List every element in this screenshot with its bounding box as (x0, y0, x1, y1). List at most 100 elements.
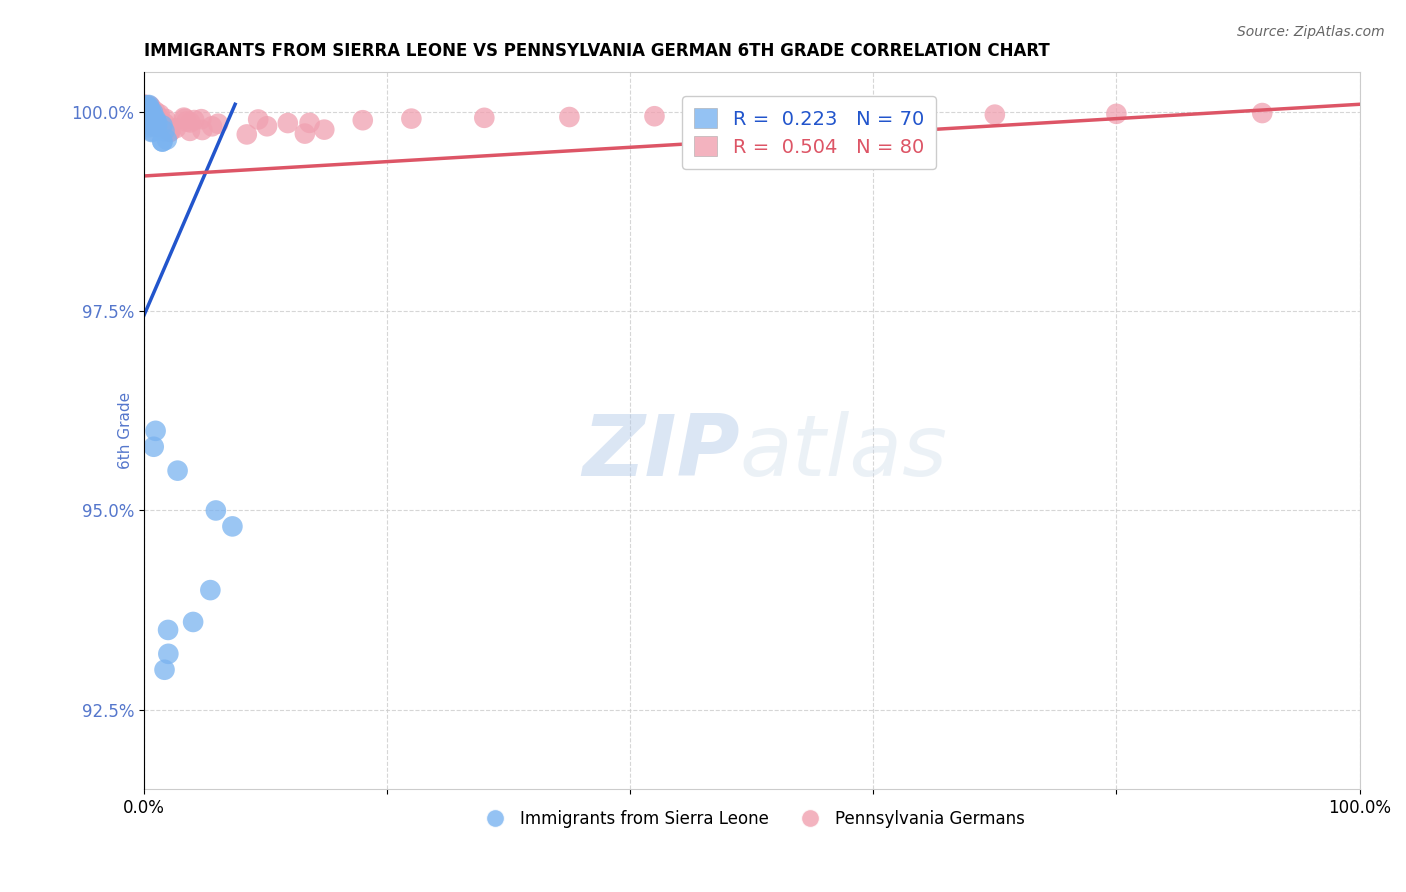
Point (153, 116, 176, 130)
Point (183, 113, 205, 128)
Point (138, 98, 160, 112)
Point (143, 104, 166, 119)
Point (145, 112, 167, 126)
Point (139, 112, 162, 126)
Point (145, 114, 167, 128)
Point (166, 464, 188, 478)
Point (138, 106, 160, 120)
Point (134, 98, 156, 112)
Point (139, 105, 162, 120)
Point (150, 135, 173, 149)
Text: Source: ZipAtlas.com: Source: ZipAtlas.com (1237, 25, 1385, 39)
Point (472, 111, 495, 125)
Point (139, 112, 162, 127)
Point (159, 122, 181, 136)
Point (135, 105, 157, 120)
Point (142, 119, 165, 133)
Point (207, 117, 229, 131)
Point (134, 98, 156, 112)
Point (256, 120, 278, 134)
Point (146, 120, 169, 134)
Text: ZIP: ZIP (582, 411, 740, 494)
Point (141, 124, 163, 138)
Point (139, 100, 162, 114)
Point (298, 116, 321, 130)
Point (155, 112, 177, 126)
Point (146, 120, 169, 134)
Point (138, 120, 160, 135)
Point (138, 117, 160, 131)
Point (136, 114, 159, 128)
Point (236, 128, 259, 142)
Point (153, 124, 176, 138)
Point (150, 119, 173, 133)
Point (138, 105, 160, 120)
Point (176, 114, 198, 128)
Point (135, 115, 157, 129)
Point (149, 116, 172, 130)
Point (136, 103, 159, 117)
Point (143, 113, 166, 128)
Point (142, 118, 165, 132)
Point (984, 108, 1007, 122)
Point (148, 117, 170, 131)
Point (139, 112, 162, 127)
Point (146, 115, 169, 129)
Point (142, 112, 165, 127)
Point (135, 108, 157, 122)
Point (157, 647, 180, 661)
Point (181, 615, 204, 629)
Point (146, 118, 169, 132)
Point (134, 98, 156, 112)
Point (141, 112, 163, 126)
Point (136, 98, 159, 112)
Text: atlas: atlas (740, 411, 948, 494)
Point (141, 125, 163, 139)
Point (139, 109, 162, 123)
Point (136, 111, 159, 125)
Point (149, 107, 172, 121)
Point (352, 113, 374, 128)
Point (179, 124, 201, 138)
Point (135, 108, 157, 122)
Point (136, 115, 159, 129)
Point (152, 119, 174, 133)
Point (205, 503, 228, 517)
Point (165, 121, 187, 136)
Point (139, 108, 162, 122)
Point (191, 123, 214, 137)
Point (150, 121, 173, 136)
Point (142, 120, 165, 134)
Point (138, 107, 160, 121)
Point (139, 112, 162, 126)
Point (1105, 107, 1128, 121)
Point (138, 108, 160, 122)
Point (179, 115, 201, 129)
Point (138, 114, 160, 128)
Point (135, 109, 157, 123)
Point (173, 111, 195, 125)
Point (159, 125, 181, 139)
Point (139, 107, 162, 121)
Point (142, 113, 165, 128)
Point (294, 127, 316, 141)
Point (139, 102, 162, 116)
Point (150, 117, 173, 131)
Point (136, 114, 159, 128)
Point (159, 125, 181, 139)
Point (148, 110, 170, 124)
Point (135, 112, 157, 126)
Point (135, 112, 157, 127)
Point (221, 519, 243, 533)
Legend: Immigrants from Sierra Leone, Pennsylvania Germans: Immigrants from Sierra Leone, Pennsylvan… (471, 804, 1032, 835)
Point (141, 117, 163, 131)
Point (145, 116, 167, 130)
Point (139, 110, 162, 124)
Point (643, 109, 665, 123)
Text: IMMIGRANTS FROM SIERRA LEONE VS PENNSYLVANIA GERMAN 6TH GRADE CORRELATION CHART: IMMIGRANTS FROM SIERRA LEONE VS PENNSYLV… (143, 42, 1050, 60)
Point (1251, 106, 1274, 120)
Point (138, 107, 160, 121)
Point (145, 118, 167, 132)
Point (138, 113, 160, 128)
Point (141, 108, 163, 122)
